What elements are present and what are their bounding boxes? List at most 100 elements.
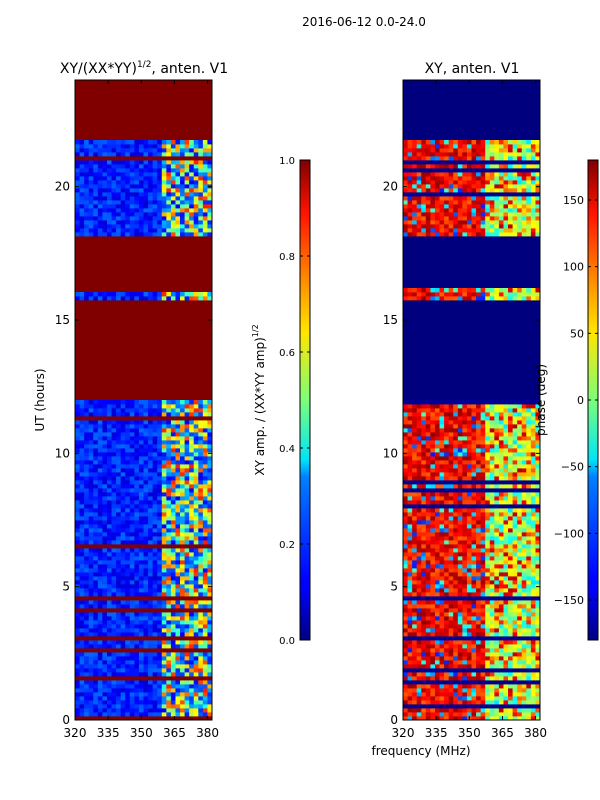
heatmap-cell (489, 484, 495, 489)
heatmap-cell (462, 664, 468, 669)
heatmap-cell (521, 492, 527, 497)
heatmap-cell (494, 648, 500, 653)
heatmap-cell (444, 572, 450, 577)
heatmap-cell (125, 204, 131, 209)
heatmap-cell (517, 628, 523, 633)
heatmap-cell (157, 204, 163, 209)
heatmap-cell (88, 612, 94, 617)
heatmap-cell (198, 408, 204, 413)
heatmap-cell (494, 500, 500, 505)
heatmap-cell (102, 220, 108, 225)
heatmap-cell (489, 496, 495, 501)
heatmap-cell (116, 464, 122, 469)
heatmap-cell (129, 432, 135, 437)
heatmap-cell (175, 420, 181, 425)
heatmap-cell (189, 532, 195, 537)
heatmap-cell (407, 632, 413, 637)
heatmap-cell (102, 200, 108, 205)
heatmap-cell (207, 664, 212, 669)
heatmap-cell (120, 612, 126, 617)
heatmap-cell (170, 688, 176, 693)
heatmap-cell (521, 660, 527, 665)
heatmap-cell (148, 556, 154, 561)
heatmap-cell (494, 524, 500, 529)
heatmap-cell (508, 532, 513, 537)
heatmap-cell (526, 692, 532, 697)
heatmap-cell (407, 532, 413, 537)
heatmap-cell (439, 556, 445, 561)
heatmap-cell (494, 520, 500, 525)
heatmap-cell (166, 564, 172, 569)
heatmap-cell (148, 456, 154, 461)
heatmap-cell (498, 712, 504, 717)
heatmap-cell (403, 708, 408, 713)
heatmap-cell (498, 668, 504, 673)
heatmap-cell (120, 668, 126, 673)
heatmap-cell (170, 636, 176, 641)
heatmap-cell (453, 668, 459, 673)
heatmap-cell (453, 652, 459, 657)
heatmap-cell (93, 432, 99, 437)
heatmap-cell (134, 160, 140, 165)
heatmap-cell (476, 556, 482, 561)
heatmap-cell (189, 408, 195, 413)
heatmap-cell (412, 584, 418, 589)
heatmap-cell (425, 564, 431, 569)
heatmap-cell (430, 536, 436, 541)
heatmap-cell (143, 668, 149, 673)
heatmap-cell (111, 152, 117, 157)
heatmap-cell (106, 444, 112, 449)
heatmap-cell (535, 620, 540, 625)
heatmap-cell (193, 560, 199, 565)
heatmap-cell (480, 524, 486, 529)
heatmap-cell (180, 536, 185, 541)
heatmap-cell (180, 620, 185, 625)
heatmap-cell (184, 428, 190, 433)
heatmap-cell (116, 604, 122, 609)
heatmap-cell (198, 660, 204, 665)
heatmap-cell (93, 212, 99, 217)
heatmap-cell (106, 148, 112, 153)
heatmap-cell (161, 196, 167, 201)
heatmap-cell (193, 708, 199, 713)
heatmap-cell (425, 576, 431, 581)
heatmap-cell (79, 620, 85, 625)
heatmap-cell (134, 684, 140, 689)
heatmap-cell (97, 692, 103, 697)
heatmap-cell (84, 460, 90, 465)
heatmap-cell (489, 532, 495, 537)
heatmap-cell (198, 580, 204, 585)
heatmap-cell (152, 656, 158, 661)
heatmap-cell (498, 540, 504, 545)
heatmap-cell (535, 672, 540, 677)
heatmap-cell (84, 212, 90, 217)
heatmap-cell (198, 460, 204, 465)
heatmap-cell (111, 144, 117, 149)
heatmap-cell (453, 512, 459, 517)
heatmap-cell (116, 420, 122, 425)
heatmap-cell (530, 540, 536, 545)
heatmap-cell (457, 600, 463, 605)
heatmap-cell (407, 520, 413, 525)
heatmap-cell (462, 532, 468, 537)
heatmap-cell (471, 684, 477, 689)
heatmap-cell (134, 572, 140, 577)
heatmap-cell (120, 628, 126, 633)
heatmap-cell (170, 644, 176, 649)
heatmap-cell (175, 688, 181, 693)
heatmap-cell (170, 420, 176, 425)
heatmap-cell (143, 200, 149, 205)
heatmap-cell (79, 568, 85, 573)
heatmap-cell (175, 656, 181, 661)
heatmap-cell (421, 620, 427, 625)
heatmap-cell (457, 512, 463, 517)
heatmap-cell (457, 524, 463, 529)
heatmap-cell (97, 652, 103, 657)
heatmap-cell (403, 600, 408, 605)
heatmap-cell (189, 688, 195, 693)
heatmap-cell (125, 544, 131, 549)
heatmap-cell (75, 420, 80, 425)
heatmap-cell (116, 496, 122, 501)
heatmap-cell (84, 208, 90, 213)
heatmap-cell (207, 580, 212, 585)
